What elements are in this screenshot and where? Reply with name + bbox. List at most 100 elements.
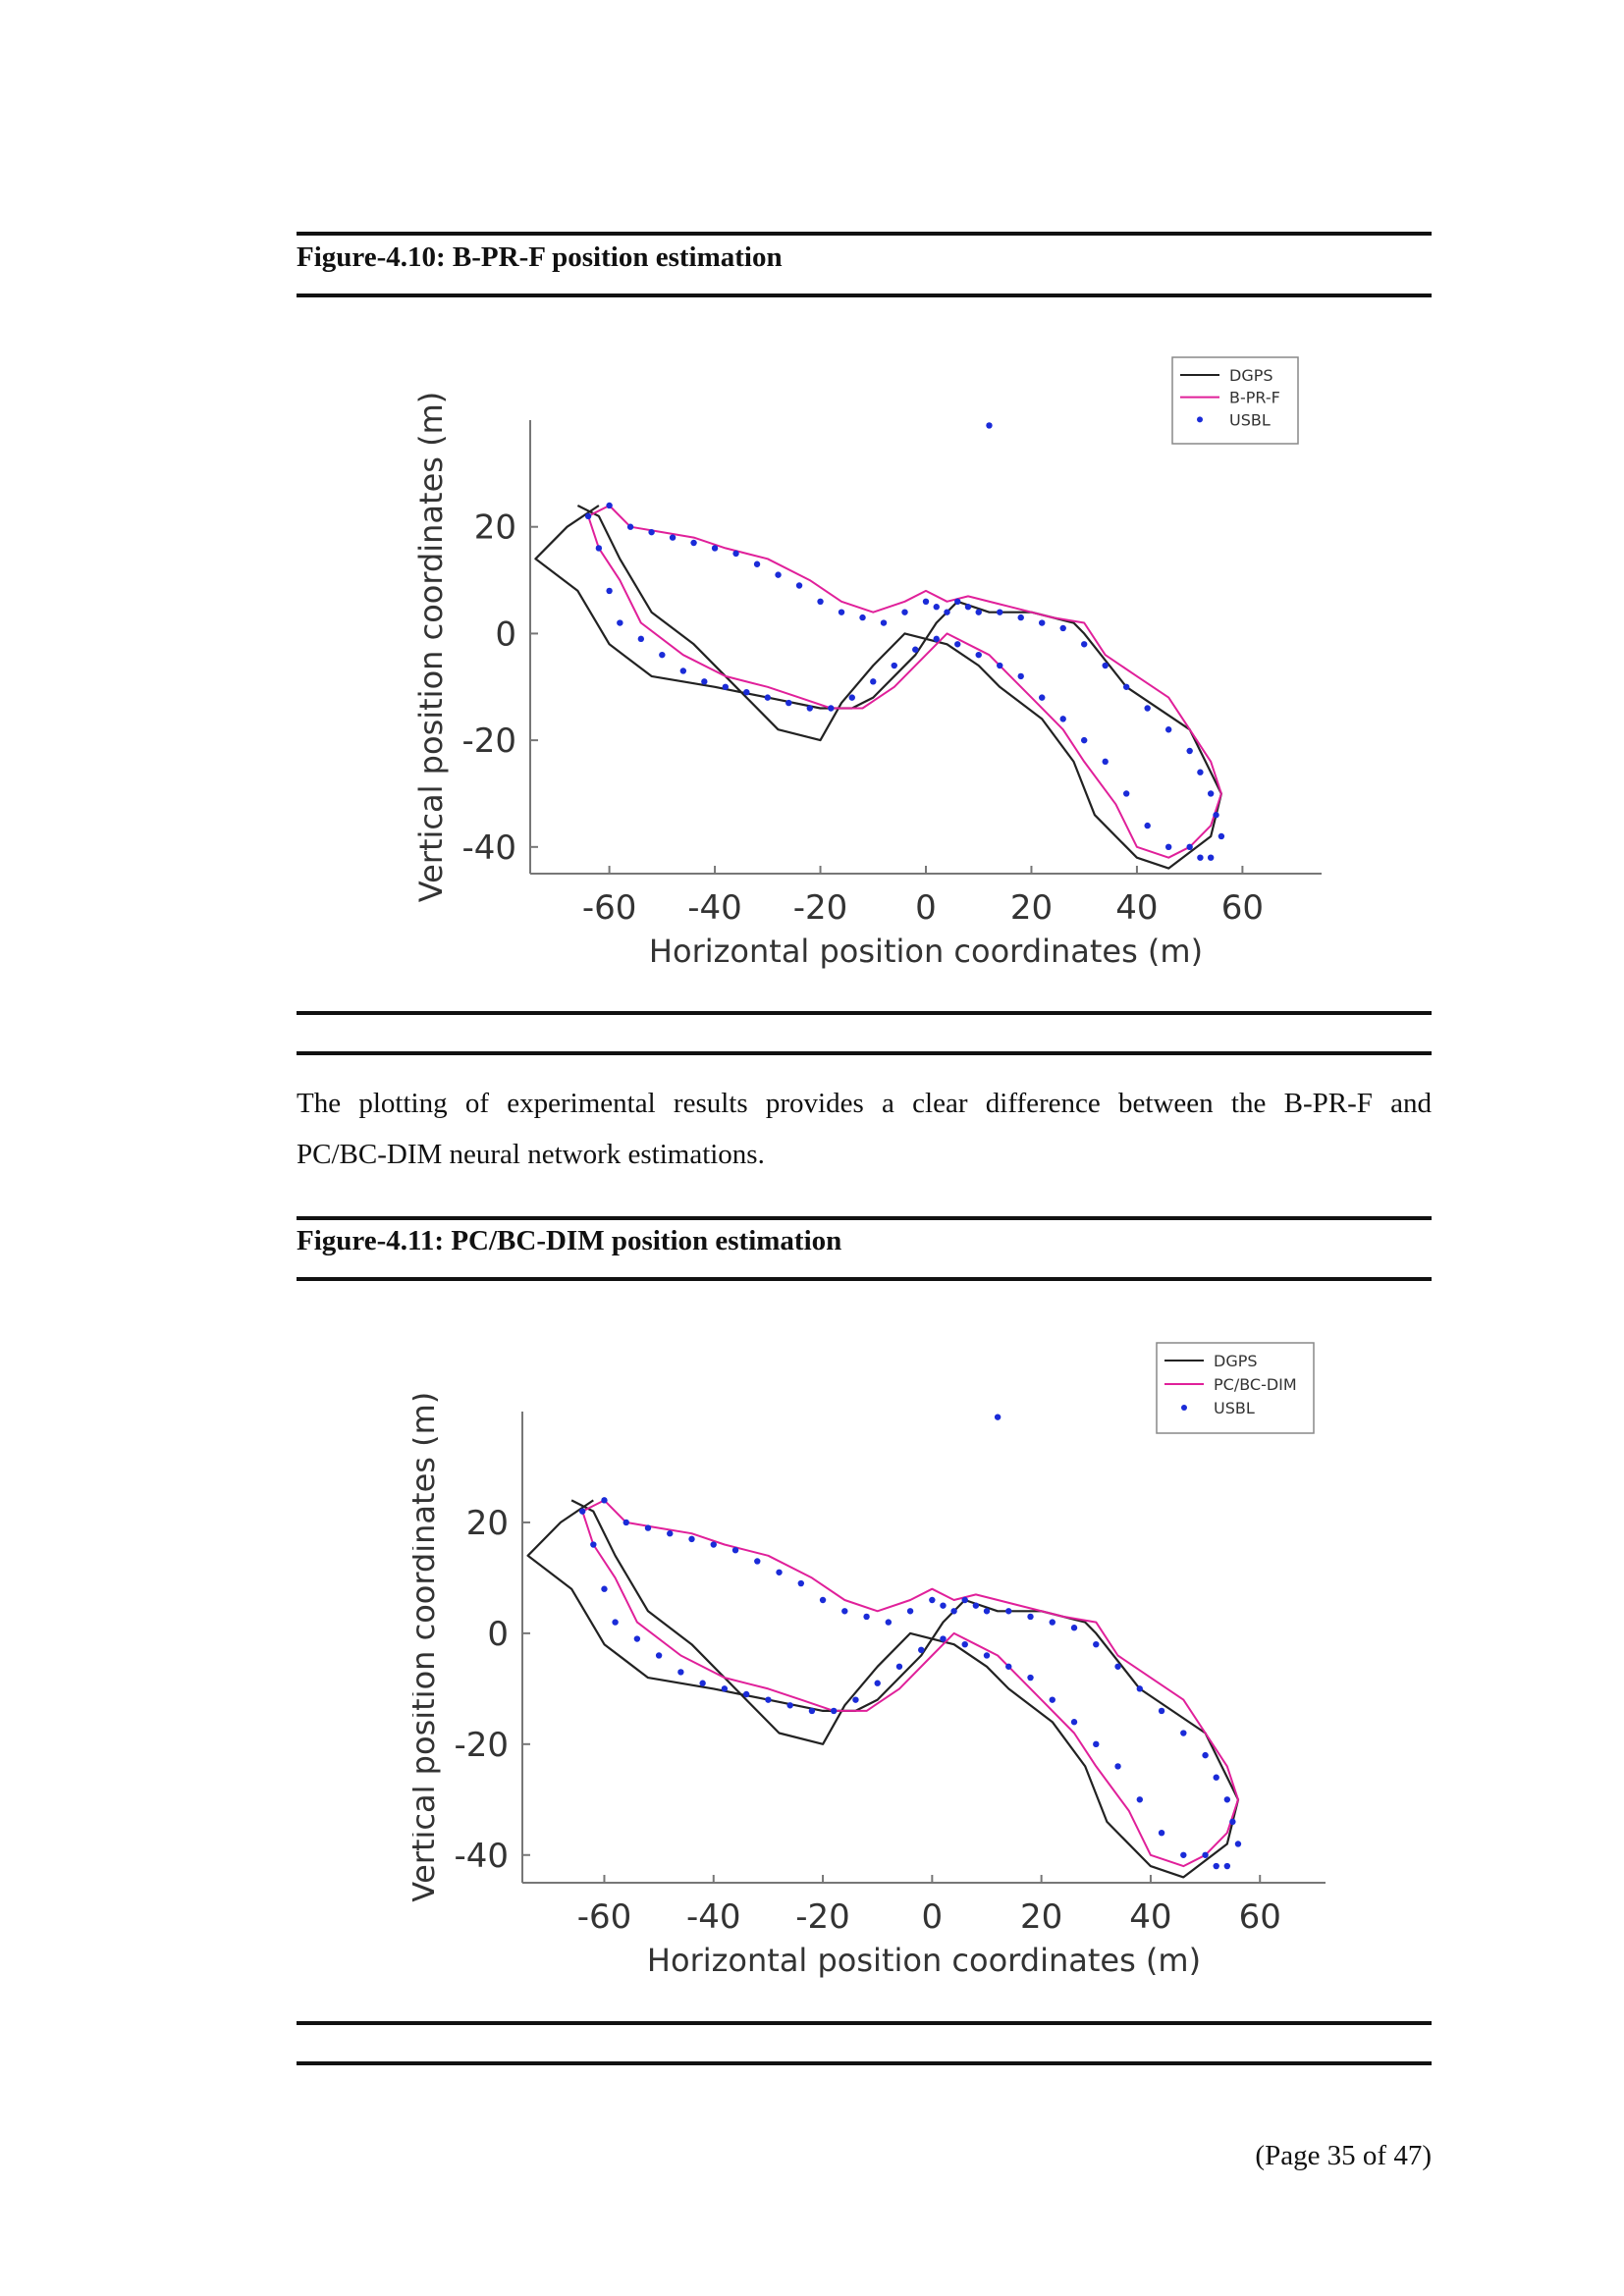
usbl-point — [579, 1508, 586, 1515]
usbl-point — [1207, 790, 1215, 797]
usbl-point — [721, 1685, 729, 1692]
usbl-point — [584, 512, 592, 520]
usbl-point — [1158, 1829, 1165, 1837]
figure-caption-rule — [297, 294, 1432, 297]
usbl-point — [1114, 1763, 1121, 1770]
figure-bottom-rule — [297, 2021, 1432, 2025]
figure-4-11-chart: -60 -40 -20 0 20 40 60 -40 -20 0 20 Horizontal posi… — [405, 1323, 1355, 2020]
usbl-point — [863, 1613, 870, 1621]
usbl-point — [848, 694, 855, 701]
x-tick-label: 60 — [1239, 1897, 1281, 1937]
usbl-point — [986, 422, 993, 429]
usbl-point — [1114, 1663, 1121, 1670]
usbl-point — [1158, 1707, 1165, 1715]
usbl-point — [633, 1635, 641, 1642]
x-tick-label: -60 — [577, 1897, 632, 1937]
usbl-point — [1039, 619, 1046, 626]
usbl-point — [743, 689, 750, 696]
usbl-point — [688, 1535, 695, 1543]
x-tick-label: -40 — [686, 1897, 741, 1937]
usbl-point — [679, 667, 687, 674]
usbl-point — [1027, 1613, 1034, 1621]
series-points-usbl — [579, 1414, 1242, 1870]
usbl-point — [859, 614, 866, 621]
usbl-point — [997, 609, 1003, 615]
legend-label: DGPS — [1229, 366, 1273, 385]
usbl-point — [1059, 624, 1066, 632]
usbl-point — [648, 528, 655, 536]
usbl-point — [710, 1541, 717, 1548]
usbl-point — [972, 1602, 980, 1609]
usbl-point — [1049, 1696, 1056, 1703]
usbl-point — [1081, 736, 1088, 744]
usbl-point — [1093, 1740, 1100, 1748]
usbl-point — [1070, 1719, 1078, 1726]
usbl-point — [954, 598, 961, 605]
usbl-point — [764, 694, 771, 701]
usbl-point — [1039, 694, 1046, 701]
usbl-point — [1102, 662, 1109, 669]
y-tick-label: 0 — [495, 614, 516, 654]
figure-top-rule — [297, 232, 1432, 236]
usbl-point — [626, 523, 634, 530]
usbl-point — [1234, 1841, 1242, 1847]
figure-4-10-chart: -60 -40 -20 0 20 40 60 -40 -20 0 20 Horizontal posi… — [412, 332, 1355, 1011]
usbl-point — [1207, 854, 1215, 861]
legend-swatch — [1181, 1405, 1187, 1411]
usbl-point — [1144, 705, 1151, 712]
chart-svg: -60 -40 -20 0 20 40 60 -40 -20 0 20 Horizontal posi… — [412, 356, 1322, 970]
x-tick-label: 20 — [1020, 1897, 1062, 1937]
x-tick-label: 40 — [1129, 1897, 1171, 1937]
usbl-point — [1186, 747, 1193, 755]
series-line-pc-bc-dim — [581, 1499, 1239, 1868]
legend-swatch — [1197, 416, 1203, 423]
usbl-point — [1202, 1851, 1209, 1858]
usbl-point — [1059, 716, 1066, 722]
y-axis-label: Vertical position coordinates (m) — [412, 392, 450, 903]
usbl-point — [1213, 812, 1219, 819]
usbl-point — [601, 1497, 608, 1504]
usbl-point — [606, 502, 613, 509]
usbl-point — [776, 1569, 783, 1575]
usbl-point — [933, 604, 940, 611]
x-tick-label: -20 — [793, 888, 848, 928]
usbl-point — [819, 1596, 827, 1604]
usbl-point — [1005, 1663, 1012, 1670]
figure-caption: Figure-4.10: B-PR-F position estimation — [297, 241, 783, 273]
usbl-point — [786, 1702, 793, 1709]
usbl-point — [785, 699, 792, 707]
usbl-point — [1218, 832, 1225, 840]
usbl-point — [817, 598, 824, 605]
x-tick-label: -20 — [795, 1897, 850, 1937]
usbl-point — [1093, 1640, 1100, 1648]
usbl-point — [765, 1696, 772, 1703]
usbl-point — [870, 678, 877, 685]
usbl-point — [1223, 1796, 1231, 1803]
usbl-point — [667, 1530, 674, 1537]
usbl-point — [637, 635, 645, 643]
usbl-point — [874, 1680, 881, 1686]
series-line-dgps — [526, 1499, 1240, 1879]
x-tick-label: 0 — [915, 888, 937, 928]
usbl-point — [655, 1652, 663, 1659]
figure-caption: Figure-4.11: PC/BC-DIM position estimati… — [297, 1225, 842, 1256]
usbl-point — [1027, 1674, 1034, 1682]
usbl-point — [852, 1696, 859, 1703]
legend-box — [1171, 356, 1299, 445]
legend-label: USBL — [1229, 410, 1271, 429]
usbl-point — [975, 651, 982, 659]
usbl-point — [983, 1652, 991, 1659]
y-tick-label: 20 — [466, 1504, 509, 1543]
x-tick-label: -40 — [687, 888, 742, 928]
page-number: (Page 35 of 47) — [1255, 2140, 1432, 2171]
usbl-point — [1122, 790, 1130, 797]
usbl-point — [912, 646, 919, 653]
usbl-point — [606, 587, 613, 595]
usbl-point — [1136, 1796, 1144, 1803]
usbl-point — [1213, 1774, 1219, 1781]
usbl-point — [677, 1669, 684, 1676]
usbl-point — [1005, 1608, 1012, 1615]
figure-top-rule — [297, 1216, 1432, 1220]
usbl-point — [644, 1524, 652, 1531]
usbl-point — [754, 1558, 761, 1565]
